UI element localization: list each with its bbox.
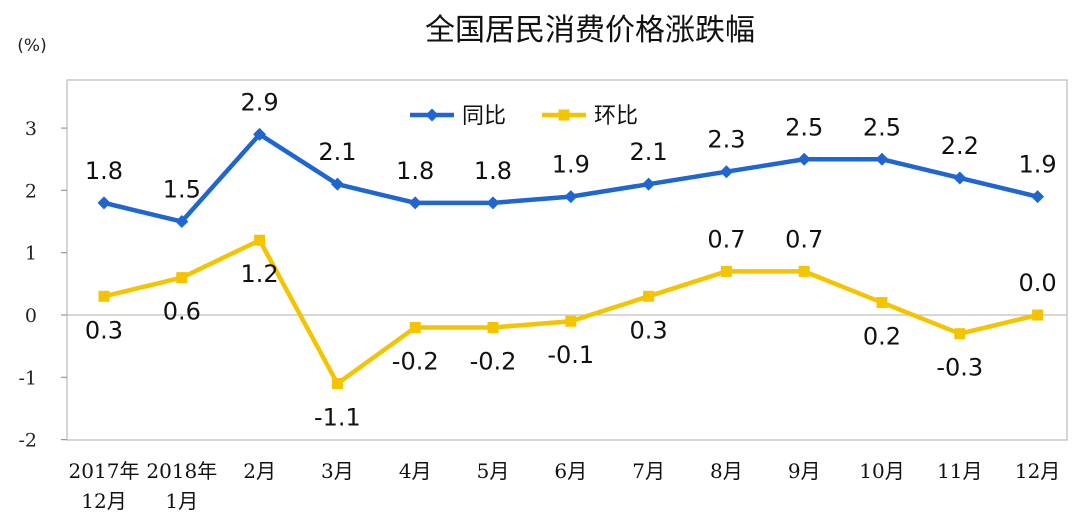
data-point-marker [176,272,188,284]
y-tick-label: -2 [18,430,37,452]
data-point-marker [253,127,267,141]
data-label: 1.8 [85,157,123,185]
x-tick-label: 12月 [1015,459,1060,483]
data-point-marker [798,265,810,277]
data-label: 2.5 [785,113,823,141]
data-point-marker [97,196,111,210]
data-point-marker [408,196,422,210]
data-label: -1.1 [314,404,361,432]
data-label: 1.9 [1019,151,1057,179]
series-layer [97,127,1045,390]
data-label: 0.2 [863,323,901,351]
legend-swatch-marker [425,108,439,122]
x-tick-label: 1月 [165,489,198,513]
data-label: 0.3 [630,316,668,344]
data-point-marker [98,290,110,302]
data-point-marker [486,196,500,210]
y-axis-unit: (%) [17,36,46,56]
x-tick-label: 11月 [937,459,982,483]
data-label: 0.0 [1019,269,1057,297]
plot-area-frame [66,79,1068,441]
data-label: 0.7 [785,225,823,253]
data-label: 1.9 [552,151,590,179]
data-point-marker [1032,309,1044,321]
data-label: 2.9 [241,88,279,116]
x-tick-label: 7月 [632,459,665,483]
data-point-marker [254,234,266,246]
data-label-layer: 1.8 1.5 2.9 2.1 1.8 1.8 1.9 2.1 2.3 2.5 2.5 2.2 1.9 0… [85,88,1057,431]
data-label: 1.2 [241,260,279,288]
data-label: 2.2 [941,132,979,160]
axis-layer: -2 -1 0 1 2 3 2017年 12月 2018年 1月 2月 3月 4月 5月 6月 7月 8月 9月 1… [18,118,1067,513]
y-tick-label: 1 [25,243,37,265]
data-point-marker [1031,190,1045,204]
data-point-marker [564,190,578,204]
data-label: -0.2 [392,347,439,375]
data-label: 0.7 [707,225,745,253]
data-point-marker [642,177,656,191]
x-tick-label: 8月 [710,459,743,483]
data-point-marker [719,165,733,179]
legend: 同比 环比 [410,104,638,129]
y-tick-label: 3 [25,118,37,140]
legend-label: 环比 [594,104,638,129]
data-point-marker [565,315,577,327]
data-point-marker [487,321,499,333]
data-point-marker [330,177,344,191]
data-label: 1.5 [163,176,201,204]
y-tick-label: 2 [25,180,37,202]
data-point-marker [954,328,966,340]
data-point-marker [875,152,889,166]
x-tick-label: 6月 [554,459,587,483]
x-tick-label: 12月 [81,489,126,513]
x-tick-label: 2018年 [146,459,217,483]
data-label: 2.1 [318,138,356,166]
data-label: 0.6 [163,298,201,326]
legend-swatch-marker [558,109,570,121]
data-label: 0.3 [85,316,123,344]
data-point-marker [876,297,888,309]
chart-title: 全国居民消费价格涨跌幅 [425,13,755,48]
data-label: 2.1 [630,138,668,166]
data-point-marker [331,378,343,390]
data-point-marker [409,321,421,333]
x-tick-label: 4月 [399,459,432,483]
data-point-marker [797,152,811,166]
data-label: 1.8 [474,157,512,185]
data-point-marker [175,215,189,229]
data-label: 2.3 [707,126,745,154]
legend-label: 同比 [462,104,506,129]
y-tick-label: 0 [25,305,37,327]
data-point-marker [720,265,732,277]
data-label: 2.5 [863,113,901,141]
x-tick-label: 5月 [477,459,510,483]
x-tick-label: 10月 [859,459,904,483]
data-label: 1.8 [396,157,434,185]
data-point-marker [953,171,967,185]
x-tick-label: 2017年 [69,459,140,483]
data-label: -0.2 [470,347,517,375]
data-label: -0.1 [547,341,594,369]
y-tick-label: -1 [18,367,37,389]
x-tick-label: 2月 [243,459,276,483]
data-point-marker [643,290,655,302]
x-tick-label: 9月 [788,459,821,483]
x-tick-label: 3月 [321,459,354,483]
data-label: -0.3 [936,354,983,382]
